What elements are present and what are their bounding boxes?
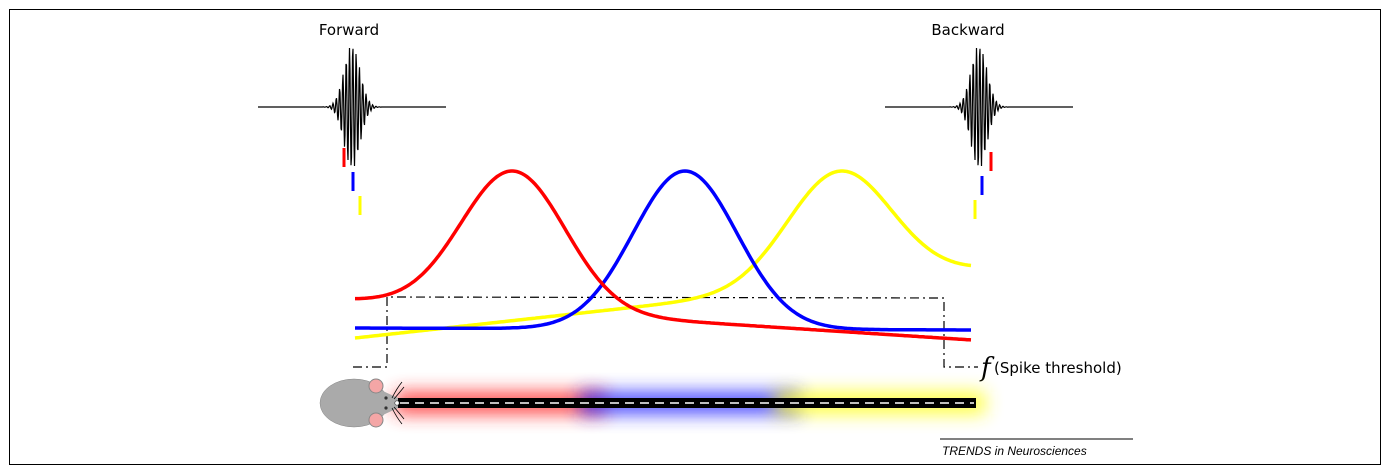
figure-border xyxy=(9,9,1381,465)
place-field-blue xyxy=(355,169,971,332)
place-field-red xyxy=(355,169,972,342)
spike-threshold-line xyxy=(353,296,978,368)
journal-label: TRENDS in Neurosciences xyxy=(942,444,1087,458)
threshold-label: (Spike threshold) xyxy=(994,359,1122,377)
place-field-yellow xyxy=(354,169,972,340)
linear-track xyxy=(398,398,976,408)
mouse-icon xyxy=(319,378,405,428)
backward-spike-sequence xyxy=(973,152,993,219)
threshold-function-symbol: f xyxy=(979,353,995,383)
backward-label: Backward xyxy=(931,21,1004,39)
forward-ripple-icon xyxy=(258,47,446,167)
forward-label: Forward xyxy=(319,21,379,39)
backward-ripple-icon xyxy=(885,47,1073,167)
forward-spike-sequence xyxy=(342,148,362,215)
